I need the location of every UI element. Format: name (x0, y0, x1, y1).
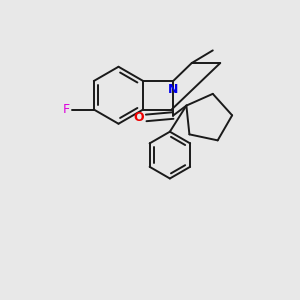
Text: F: F (63, 103, 70, 116)
Text: N: N (168, 83, 178, 96)
Text: O: O (133, 111, 144, 124)
